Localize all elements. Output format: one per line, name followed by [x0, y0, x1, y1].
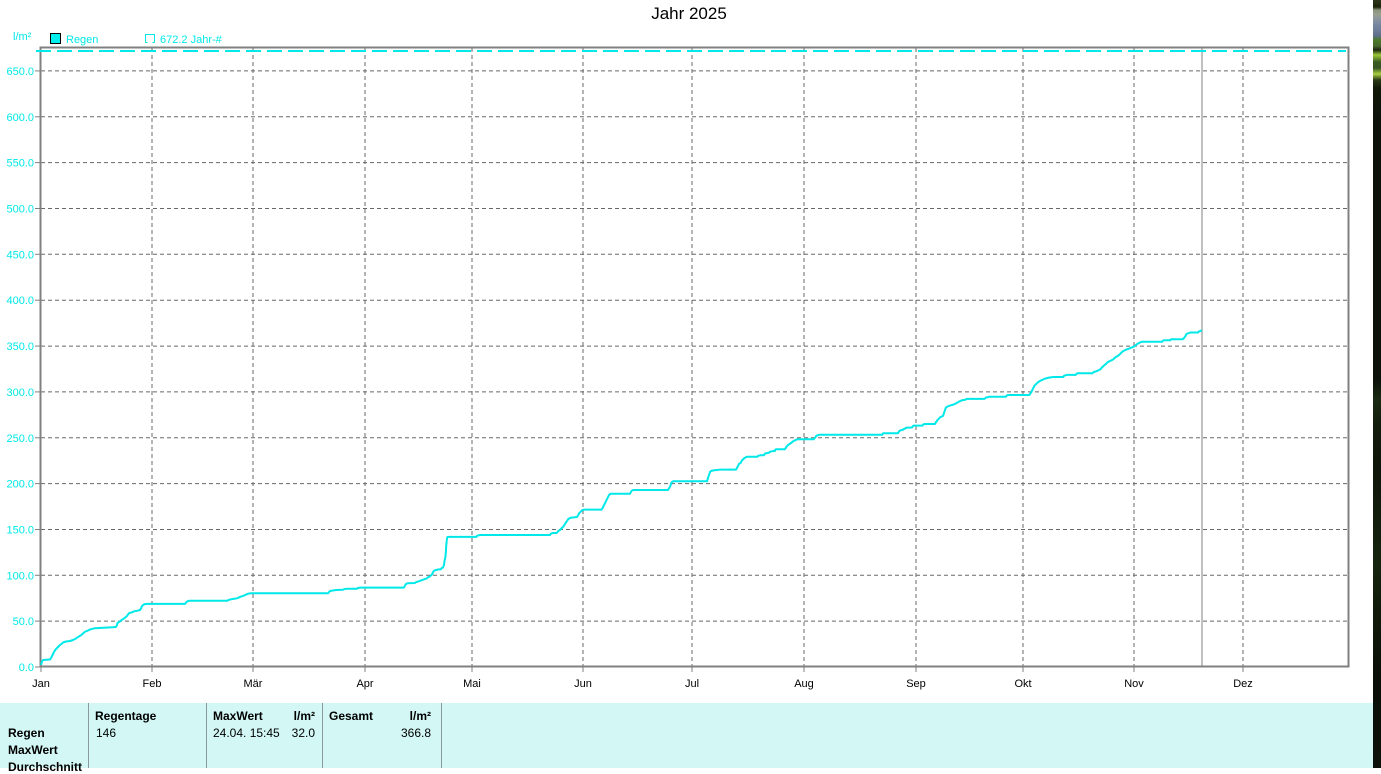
svg-text:Jahr 2025: Jahr 2025 [651, 4, 727, 23]
svg-text:672.2 Jahr-#: 672.2 Jahr-# [160, 34, 223, 46]
svg-text:Regen: Regen [66, 34, 98, 46]
svg-text:50.0: 50.0 [13, 616, 34, 628]
svg-text:Jan: Jan [32, 678, 50, 690]
svg-text:650.0: 650.0 [6, 66, 34, 78]
svg-text:Mär: Mär [244, 678, 263, 690]
svg-text:350.0: 350.0 [6, 341, 34, 353]
svg-text:550.0: 550.0 [6, 158, 34, 170]
svg-text:300.0: 300.0 [6, 387, 34, 399]
svg-text:500.0: 500.0 [6, 204, 34, 216]
svg-text:Mai: Mai [463, 678, 481, 690]
svg-text:Sep: Sep [906, 678, 926, 690]
svg-text:Nov: Nov [1124, 678, 1144, 690]
svg-text:Jul: Jul [685, 678, 699, 690]
svg-text:Okt: Okt [1014, 678, 1031, 690]
svg-text:Jun: Jun [574, 678, 592, 690]
svg-text:Feb: Feb [143, 678, 162, 690]
svg-text:100.0: 100.0 [6, 570, 34, 582]
svg-text:l/m²: l/m² [13, 31, 32, 43]
svg-text:Dez: Dez [1233, 678, 1253, 690]
svg-text:150.0: 150.0 [6, 525, 34, 537]
svg-text:450.0: 450.0 [6, 249, 34, 261]
svg-text:Aug: Aug [794, 678, 814, 690]
svg-text:0.0: 0.0 [19, 662, 34, 674]
svg-text:250.0: 250.0 [6, 433, 34, 445]
svg-text:Apr: Apr [356, 678, 373, 690]
svg-text:400.0: 400.0 [6, 295, 34, 307]
svg-text:200.0: 200.0 [6, 479, 34, 491]
svg-text:600.0: 600.0 [6, 112, 34, 124]
